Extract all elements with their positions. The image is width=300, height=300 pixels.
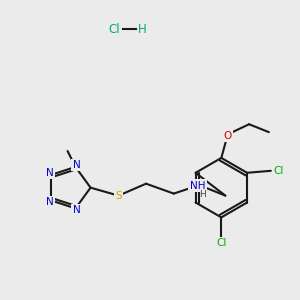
Text: N: N [73, 206, 80, 215]
Text: Cl: Cl [108, 22, 120, 36]
Text: Cl: Cl [216, 238, 226, 248]
Text: O: O [223, 131, 231, 141]
Text: Cl: Cl [274, 166, 284, 176]
Text: H: H [138, 22, 147, 36]
Text: N: N [73, 160, 80, 170]
Text: N: N [46, 168, 54, 178]
Text: NH: NH [190, 181, 205, 191]
Text: N: N [46, 197, 54, 207]
Text: S: S [115, 190, 122, 201]
Text: H: H [199, 190, 206, 199]
